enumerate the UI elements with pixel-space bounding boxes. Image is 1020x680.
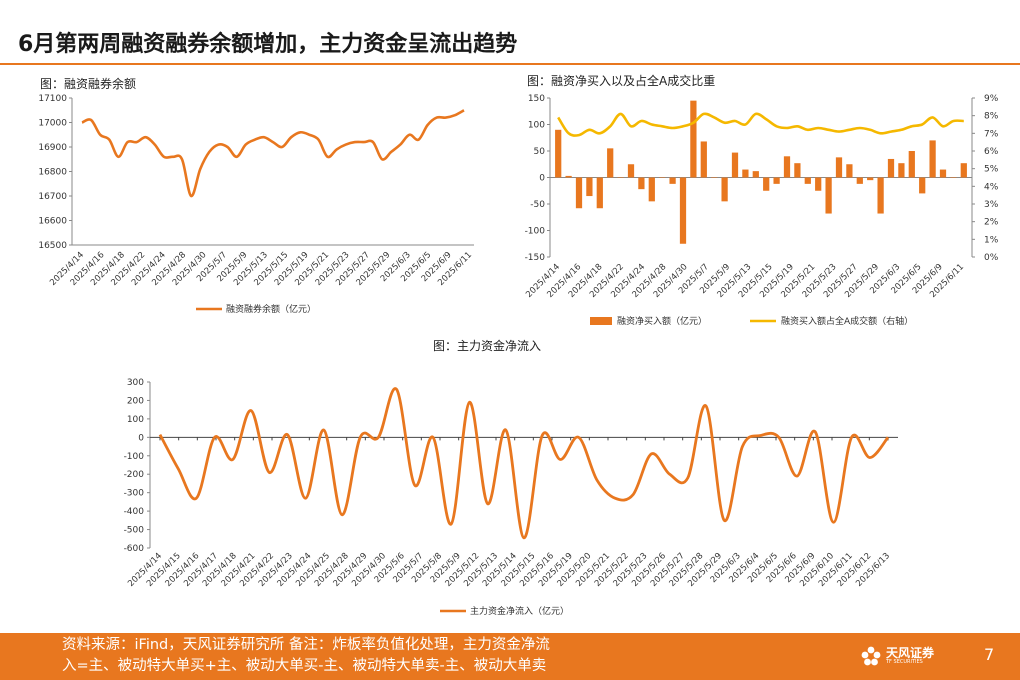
chart2-bar — [711, 177, 718, 178]
chart2-bar — [763, 177, 770, 191]
charts-canvas: 171001700016900168001670016600165002025/… — [38, 94, 999, 617]
chart2-y2-tick-label: 9% — [984, 94, 999, 104]
chart3-y-tick-label: -600 — [124, 544, 145, 554]
chart2-y-tick-label: 150 — [528, 94, 545, 104]
chart2-bar — [596, 177, 603, 209]
chart2-bar — [867, 177, 874, 181]
chart2-bar — [679, 177, 687, 244]
chart2-bar — [555, 129, 562, 178]
chart3-y-tick-label: 100 — [127, 415, 144, 425]
chart2-bar — [846, 164, 853, 178]
source-note: 资料来源：iFind，天风证券研究所 备注：炸板率负值化处理，主力资金净流 入=… — [62, 635, 622, 677]
chart2-y-tick-label: -150 — [525, 253, 546, 263]
chart2-bar — [773, 177, 780, 184]
chart1-series-line — [81, 109, 465, 198]
company-logo: 天风证券 TF SECURITIES — [860, 645, 934, 667]
chart2-y-tick-label: 50 — [534, 147, 546, 157]
chart2-y2-tick-label: 4% — [984, 182, 999, 192]
chart2-y2-tick-label: 0% — [984, 253, 999, 263]
logo-name: 天风证券 — [886, 646, 935, 660]
chart2-bar — [835, 157, 843, 178]
chart2-bar — [783, 156, 791, 178]
chart3-y-tick-label: 300 — [127, 378, 144, 388]
chart2-ratio-line — [557, 112, 964, 137]
flower-logo-icon — [861, 646, 881, 666]
chart2-bar — [794, 163, 801, 178]
chart1-subtitle: 图：融资融券余额 — [40, 77, 137, 91]
chart3-legend-label: 主力资金净流入（亿元） — [470, 605, 569, 617]
chart2-bar — [731, 152, 739, 178]
chart2-y2-tick-label: 2% — [984, 218, 999, 228]
chart2-y2-tick-label: 8% — [984, 112, 999, 122]
chart3-y-tick-label: -200 — [124, 470, 145, 480]
source-note-line1: 资料来源：iFind，天风证券研究所 备注：炸板率负值化处理，主力资金净流 — [62, 637, 550, 653]
chart2-bar — [575, 177, 583, 209]
chart2-bar — [638, 177, 645, 190]
chart3-y-tick-label: -400 — [124, 507, 145, 517]
chart1-y-tick-label: 16900 — [38, 143, 67, 153]
chart2-bar — [929, 140, 936, 178]
chart1-y-tick-label: 17000 — [38, 119, 67, 129]
source-note-line2: 入=主、被动特大单买+主、被动大单买-主、被动特大单卖-主、被动大单卖 — [62, 658, 547, 674]
chart2-bar — [950, 177, 957, 178]
chart1-y-tick-label: 16800 — [38, 168, 67, 178]
chart2-y-tick-label: -100 — [525, 227, 546, 237]
chart2-bar — [742, 169, 749, 178]
chart2-bar — [659, 177, 666, 178]
chart3-y-tick-label: -100 — [124, 452, 145, 462]
chart3-y-tick-label: 0 — [138, 433, 144, 443]
chart1-y-tick-label: 16600 — [38, 217, 67, 227]
chart2-legend-bar-label: 融资净买入额（亿元） — [617, 315, 707, 327]
chart2-y-tick-label: -50 — [530, 200, 545, 210]
chart2-bar — [856, 177, 863, 184]
page-number: 7 — [984, 645, 995, 664]
chart2-bar — [804, 177, 811, 184]
chart2-bar — [919, 177, 926, 194]
chart2-y2-tick-label: 1% — [984, 235, 999, 245]
page-title: 6月第两周融资融券余额增加，主力资金呈流出趋势 — [18, 32, 518, 57]
chart2-bar — [607, 148, 614, 178]
chart2-y-tick-label: 100 — [528, 121, 545, 131]
chart2-bar — [752, 171, 759, 178]
chart3-series-line — [158, 387, 890, 540]
chart2-legend-line-label: 融资买入额占全A成交额（右轴） — [781, 315, 913, 327]
chart2-bar — [960, 163, 967, 178]
chart1-y-tick-label: 17100 — [38, 94, 67, 104]
chart2-bar — [815, 177, 822, 191]
logo-english: TF SECURITIES — [886, 659, 923, 665]
chart2-bar — [617, 177, 624, 178]
chart2-bar — [586, 177, 593, 197]
chart2-bar — [565, 175, 572, 178]
chart1-y-tick-label: 16700 — [38, 192, 67, 202]
chart2-y-tick-label: 0 — [539, 174, 545, 184]
chart2-bar — [825, 177, 832, 214]
chart2-bar — [690, 100, 697, 178]
chart2-bar — [898, 163, 905, 178]
chart2-bar — [648, 177, 655, 202]
chart2-bar — [908, 151, 915, 178]
chart2-bar — [877, 177, 884, 214]
chart3-y-tick-label: -500 — [124, 526, 145, 536]
footer-bar: 资料来源：iFind，天风证券研究所 备注：炸板率负值化处理，主力资金净流 入=… — [0, 633, 1020, 680]
title-divider — [0, 63, 1020, 65]
chart2-subtitle: 图：融资净买入以及占全A成交比重 — [527, 74, 716, 88]
chart2-bar — [887, 158, 895, 178]
chart2-bar — [939, 169, 947, 178]
chart2-y2-tick-label: 5% — [984, 165, 999, 175]
chart3-subtitle: 图：主力资金净流入 — [433, 339, 542, 353]
chart2-bar — [627, 164, 635, 178]
chart2-legend-bar-swatch — [590, 317, 612, 325]
chart3-y-tick-label: -300 — [124, 489, 145, 499]
chart2-bar — [721, 177, 728, 202]
chart3-y-tick-label: 200 — [127, 396, 144, 406]
chart2-bar — [700, 141, 707, 178]
chart2-y2-tick-label: 3% — [984, 200, 999, 210]
chart1-legend-label: 融资融券余额（亿元） — [226, 303, 316, 315]
chart1-y-tick-label: 16500 — [38, 241, 67, 251]
chart2-y2-tick-label: 7% — [984, 129, 999, 139]
chart2-bar — [669, 177, 676, 184]
chart2-y2-tick-label: 6% — [984, 147, 999, 157]
